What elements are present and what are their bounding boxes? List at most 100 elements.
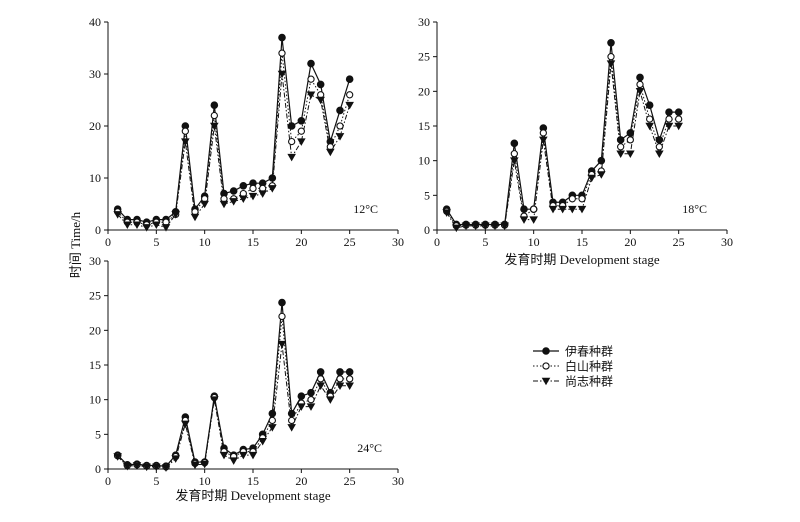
data-point — [171, 211, 180, 219]
y-tick-label: 0 — [95, 223, 101, 237]
plot-layer: 0 5 10 15 20 25 30 0 10 20 30 40 12°C 0 5 10 15 20 25 30 0 5 1… — [89, 15, 733, 503]
data-point — [249, 184, 257, 193]
data-point — [306, 403, 316, 411]
x-tick-label: 20 — [295, 235, 307, 249]
data-point — [297, 138, 306, 146]
series-points-2 — [114, 312, 354, 471]
data-point — [113, 211, 122, 219]
data-point — [161, 464, 171, 472]
series-line-1 — [117, 302, 350, 467]
y-tick-label: 5 — [424, 188, 430, 202]
data-point — [297, 403, 306, 411]
data-point — [645, 122, 654, 131]
data-point — [664, 122, 674, 131]
data-point — [587, 174, 596, 183]
legend-label: 尚志种群 — [565, 375, 613, 389]
data-point — [442, 209, 451, 217]
data-point — [626, 129, 635, 137]
data-point — [288, 137, 296, 146]
y-tick-label: 20 — [418, 84, 430, 98]
data-point — [287, 409, 296, 418]
y-tick-label: 5 — [95, 427, 101, 441]
data-point — [190, 213, 200, 222]
series-line-3 — [117, 343, 350, 469]
y-tick-label: 10 — [89, 393, 101, 407]
data-point — [326, 396, 335, 404]
data-point — [461, 222, 471, 231]
data-point — [345, 368, 354, 376]
data-point — [471, 222, 480, 231]
temperature-annotation: 12°C — [353, 202, 378, 216]
x-tick-label: 5 — [482, 235, 488, 249]
y-tick-label: 15 — [89, 358, 101, 372]
data-point — [336, 122, 344, 130]
data-point — [113, 453, 122, 461]
data-point — [248, 192, 258, 201]
data-point — [336, 375, 344, 383]
data-point — [123, 462, 132, 471]
data-point — [655, 150, 664, 158]
data-point — [268, 185, 277, 193]
x-tick-label: 0 — [105, 235, 111, 249]
data-point — [278, 33, 286, 42]
data-point — [181, 420, 190, 429]
data-point — [335, 382, 345, 391]
data-point — [346, 375, 354, 383]
y-tick-label: 0 — [424, 223, 430, 237]
x-axis-label: 发育时期 Development stage — [175, 488, 330, 503]
data-point — [307, 75, 315, 83]
data-point — [655, 136, 664, 144]
data-point — [346, 91, 354, 99]
temperature-annotation: 18°C — [682, 202, 707, 216]
data-point — [326, 148, 335, 157]
data-point — [219, 451, 229, 460]
data-point — [316, 80, 325, 89]
data-point — [297, 127, 305, 135]
legend-marker — [542, 362, 550, 370]
data-point — [519, 216, 529, 224]
y-tick-label: 30 — [89, 67, 101, 81]
data-point — [617, 143, 625, 151]
series-points-1 — [442, 39, 683, 229]
data-point — [616, 136, 625, 144]
data-point — [210, 111, 218, 120]
data-point — [278, 312, 286, 321]
y-tick-label: 25 — [418, 50, 430, 64]
y-tick-label: 10 — [418, 154, 430, 168]
data-point — [675, 115, 683, 123]
data-point — [268, 409, 277, 418]
data-point — [142, 224, 151, 232]
x-tick-label: 25 — [673, 235, 685, 249]
data-point — [568, 205, 577, 214]
legend-item-1: 伊春种群 — [533, 345, 613, 359]
series-line-2 — [117, 315, 350, 468]
data-point — [287, 122, 296, 130]
data-point — [548, 205, 558, 214]
data-point — [606, 60, 616, 68]
data-point — [219, 200, 229, 209]
data-point — [558, 205, 567, 214]
data-point — [607, 39, 615, 47]
x-tick-label: 0 — [105, 474, 111, 488]
data-point — [336, 368, 344, 376]
data-point — [288, 416, 296, 425]
x-tick-label: 5 — [153, 235, 159, 249]
legend-marker — [541, 377, 551, 386]
data-point — [277, 340, 287, 349]
data-point — [510, 157, 519, 165]
data-point — [626, 150, 635, 158]
data-point — [239, 451, 248, 460]
data-point — [345, 75, 354, 83]
y-tick-label: 0 — [95, 462, 101, 476]
panel-3: 0 5 10 15 20 25 30 0 5 10 15 20 25 30 24°C 发育时期 Develop… — [89, 254, 404, 503]
data-point — [248, 451, 258, 460]
x-tick-label: 30 — [392, 474, 404, 488]
data-point — [277, 70, 287, 79]
data-point — [316, 382, 325, 391]
data-point — [316, 96, 325, 105]
data-point — [132, 221, 142, 230]
data-point — [490, 222, 500, 231]
panel-1: 0 5 10 15 20 25 30 0 10 20 30 40 12°C — [89, 15, 404, 249]
